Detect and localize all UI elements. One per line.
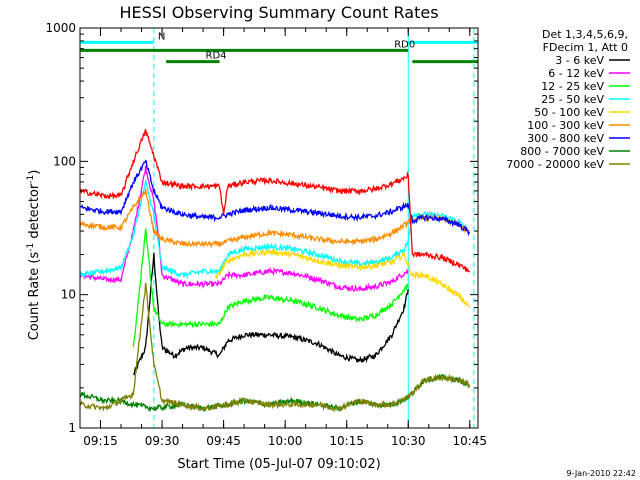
plot-frame: [79, 27, 479, 429]
legend-entry: 12 - 25 keV: [541, 80, 604, 93]
legend-entry: 7000 - 20000 keV: [506, 158, 604, 171]
y-tick-label: 1: [68, 421, 76, 435]
x-axis-label: Start Time (05-Jul-07 09:10:02): [177, 457, 380, 472]
series-line: [79, 180, 470, 279]
x-tick-label: 10:45: [452, 434, 487, 448]
series-line: [79, 188, 471, 249]
y-axis-label-part: ): [27, 170, 42, 175]
series-line: [79, 129, 471, 273]
state-bar-label: RD4: [206, 51, 227, 62]
series-line: [79, 282, 471, 413]
chart-title: HESSI Observing Summary Count Rates: [119, 3, 438, 22]
series-line: [132, 228, 409, 347]
y-axis-label-part: Count Rate (s: [27, 252, 42, 341]
legend-entry: 300 - 800 keV: [527, 132, 604, 145]
legend: Det 1,3,4,5,6,9,FDecim 1, Att 03 - 6 keV…: [506, 28, 630, 171]
x-tick-label: 10:00: [268, 434, 303, 448]
state-bar-label: N: [158, 31, 165, 42]
y-axis-label-sup: -1: [26, 243, 36, 252]
legend-entry: 800 - 7000 keV: [520, 145, 604, 158]
y-axis-label: Count Rate (s-1 detector-1): [26, 170, 42, 341]
legend-header: FDecim 1, Att 0: [543, 41, 628, 54]
x-tick-label: 10:15: [329, 434, 364, 448]
legend-entry: 100 - 300 keV: [527, 119, 604, 132]
y-tick-label: 100: [53, 154, 76, 168]
series-line: [79, 165, 409, 293]
series-line: [132, 252, 409, 376]
series-line: [79, 159, 470, 237]
x-tick-label: 09:45: [206, 434, 241, 448]
y-tick-label: 1000: [45, 21, 76, 35]
y-tick-label: 10: [61, 288, 76, 302]
legend-header: Det 1,3,4,5,6,9,: [542, 28, 628, 41]
y-axis-label-part: detector: [27, 183, 42, 243]
footer-date: 9-Jan-2010 22:42: [566, 469, 636, 478]
legend-entry: 25 - 50 keV: [541, 93, 604, 106]
legend-entry: 3 - 6 keV: [555, 54, 604, 67]
legend-entry: 50 - 100 keV: [534, 106, 604, 119]
plot-area: N RD0 RD4 1 10 100 1000 09:15 09:30 09:45 10:00 10:…: [45, 21, 487, 448]
x-tick-label: 09:30: [145, 434, 180, 448]
legend-entry: 6 - 12 keV: [548, 67, 604, 80]
y-axis-label-sup: -1: [26, 175, 36, 184]
state-bar-label: RD0: [394, 39, 415, 50]
x-tick-label: 10:30: [391, 434, 426, 448]
x-tick-label: 09:15: [83, 434, 118, 448]
series-line: [214, 248, 471, 308]
